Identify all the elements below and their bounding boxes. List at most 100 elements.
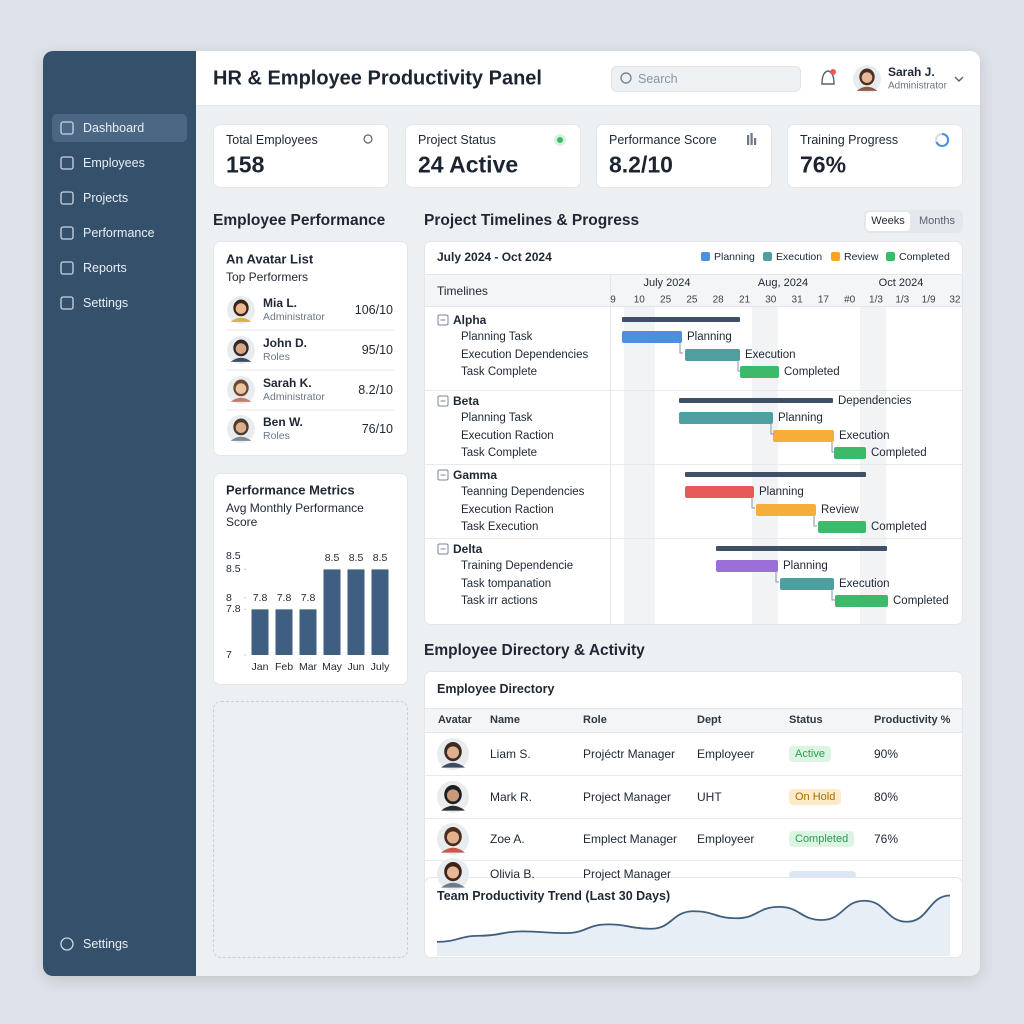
nav-icon (60, 191, 74, 205)
status-pill: Active (789, 746, 831, 762)
bar-value-label: 7.8 (300, 592, 316, 605)
nav-item[interactable]: Settings (83, 937, 129, 951)
legend-label: Review (844, 251, 879, 263)
avatar-face (235, 422, 247, 433)
kpi-card (405, 124, 581, 188)
x-tick-label: Feb (274, 661, 294, 673)
kpi-card (213, 124, 389, 188)
toggle-button[interactable]: Months (918, 215, 956, 227)
search-box[interactable] (611, 66, 801, 92)
gantt-bar (818, 521, 866, 533)
avatar-shirt (441, 762, 465, 768)
x-tick-label: May (322, 661, 342, 673)
day-label: 1/3 (895, 294, 910, 306)
avatar-shirt (230, 357, 252, 362)
column-header: Status (789, 714, 823, 726)
day-label: 25 (660, 294, 672, 306)
x-tick-label: Jan (251, 661, 269, 673)
avatar-shirt (230, 436, 252, 441)
nav-active-bg (52, 114, 187, 142)
gantt-bar-label: Execution (745, 349, 796, 361)
x-tick-label: July (370, 661, 390, 673)
day-label: 1/9 (921, 294, 936, 306)
person-score: 95/10 (361, 343, 393, 357)
person-score: 8.2/10 (358, 383, 393, 397)
card-title: An Avatar List (226, 251, 314, 267)
avatar-face (446, 866, 460, 879)
cell-productivity: 90% (874, 747, 899, 761)
person-role: Roles (263, 430, 290, 442)
search-icon (620, 72, 632, 84)
gantt-bar-label: Planning (783, 560, 828, 572)
nav-item[interactable]: Performance (83, 226, 155, 240)
kpi-icon (935, 132, 950, 147)
section-heading: Project Timelines & Progress (424, 212, 640, 229)
gantt-bar (685, 349, 740, 361)
kpi-icon (754, 138, 757, 145)
gantt-bar-label: Completed (893, 595, 949, 607)
y-tick-label: 7 (226, 649, 232, 661)
toggle-active[interactable] (866, 212, 910, 231)
kpi-card (596, 124, 772, 188)
month-label: Oct 2024 (878, 277, 924, 289)
day-label: 32 (949, 294, 961, 306)
legend-label: Completed (899, 251, 950, 263)
nav-item[interactable]: Settings (83, 296, 129, 310)
nav-item[interactable]: Employees (83, 156, 145, 170)
nav-item[interactable]: Projects (83, 191, 129, 205)
search-placeholder[interactable]: Search (638, 72, 678, 86)
gantt-bar-label: Completed (784, 366, 840, 378)
collapse-icon (437, 469, 449, 481)
nav-icon (60, 156, 74, 170)
kpi-value: 158 (226, 151, 265, 178)
project-name: Alpha (453, 313, 487, 327)
notification-dot (830, 69, 836, 75)
cell-productivity: 76% (874, 832, 899, 846)
bar (299, 609, 317, 655)
day-label: 17 (817, 294, 829, 306)
gantt-bar-label: Review (821, 504, 859, 516)
group-divider (425, 538, 962, 539)
cell-role: Project Manager (583, 790, 672, 804)
avatar-face (235, 343, 247, 354)
gantt-bar (780, 578, 834, 590)
cell-name: Liam S. (490, 747, 531, 761)
task-name: Execution Raction (461, 430, 554, 442)
group-divider (425, 464, 962, 465)
cell-name: Zoe A. (490, 832, 525, 846)
column-header: Productivity % (874, 714, 951, 726)
x-tick-label: Mar (298, 661, 318, 673)
task-name: Task Complete (461, 366, 538, 378)
section-heading: Employee Performance (213, 212, 386, 229)
toggle-button[interactable]: Weeks (871, 215, 905, 227)
person-score: 76/10 (361, 422, 393, 436)
user-name[interactable]: Sarah J. (888, 65, 935, 79)
legend-swatch (701, 252, 710, 261)
sidebar (43, 51, 196, 976)
directory-card (424, 671, 963, 891)
user-role[interactable]: Administrator (888, 80, 947, 92)
nav-item[interactable]: Reports (83, 261, 127, 275)
nav-icon (60, 261, 74, 275)
avatar-face (861, 72, 873, 83)
gantt-bar-label: Planning (778, 412, 823, 424)
gantt-bar-label: Completed (871, 447, 927, 459)
bar (275, 609, 293, 655)
dependency-arrow (813, 516, 817, 527)
nav-icon (60, 226, 74, 240)
collapse-icon (437, 395, 449, 407)
chart-subtitle: Avg Monthly Performance Score (226, 501, 364, 529)
task-name: Task irr actions (461, 595, 538, 607)
avatar-face (235, 303, 247, 314)
person-score: 106/10 (354, 303, 393, 317)
cell-name: Olivia B. (490, 867, 535, 881)
kpi-label: Training Progress (800, 133, 899, 147)
header-bar (196, 51, 980, 106)
chart-title: Team Productivity Trend (Last 30 Days) (437, 889, 671, 903)
column-header: Role (583, 714, 607, 726)
y-tick-label: 8.5 (226, 550, 241, 563)
status-pill: On Hold (789, 789, 842, 805)
dependency-arrow (770, 424, 774, 435)
nav-item[interactable]: Dashboard (83, 121, 145, 135)
